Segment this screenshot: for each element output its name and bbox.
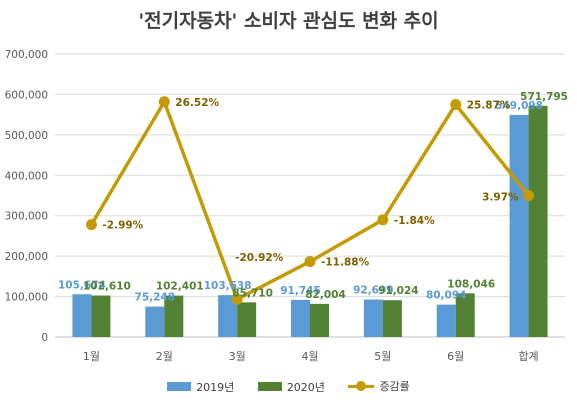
rate-point xyxy=(304,256,316,268)
bar-2020 xyxy=(164,295,184,337)
rate-data-label: 26.52% xyxy=(175,97,219,109)
legend-item-rate: 증감률 xyxy=(348,378,410,394)
chart-title: '전기자동차' 소비자 관심도 변화 추이 xyxy=(138,10,439,32)
data-label-2020: 91,024 xyxy=(378,285,419,297)
x-tick-label: 5월 xyxy=(374,350,391,363)
bar-2019 xyxy=(145,306,165,337)
bar-2020 xyxy=(91,295,111,337)
y-tick-label: 0 xyxy=(41,332,48,344)
x-tick-label: 4월 xyxy=(301,350,318,363)
data-label-2019: 549,098 xyxy=(495,100,543,112)
y-tick-label: 600,000 xyxy=(5,89,48,101)
rate-data-label: 3.97% xyxy=(482,192,519,204)
bar-2020 xyxy=(382,300,402,337)
bar-2019 xyxy=(291,299,310,337)
bar-2019 xyxy=(72,294,92,337)
rate-data-label: 25.87% xyxy=(467,99,511,111)
x-tick-label: 2월 xyxy=(156,350,173,363)
y-tick-label: 200,000 xyxy=(5,251,48,263)
legend-swatch-2020 xyxy=(257,382,282,391)
rate-point xyxy=(85,219,97,231)
legend-swatch-rate xyxy=(348,381,375,391)
rate-data-label: -2.99% xyxy=(102,220,143,232)
data-label-2019: 91,745 xyxy=(280,285,321,297)
bar-2020 xyxy=(237,302,257,337)
y-axis-ticks: 0 100,000 200,000 300,000 400,000 500,000 600,… xyxy=(5,49,48,344)
data-label-2019: 105,674 xyxy=(58,279,106,291)
data-label-2020: 108,046 xyxy=(447,278,495,290)
legend-swatch-2019 xyxy=(167,382,192,391)
y-tick-label: 500,000 xyxy=(5,130,48,142)
bar-2020 xyxy=(528,105,548,337)
data-label-2020: 82,004 xyxy=(305,289,346,301)
data-label-2020: 85,710 xyxy=(232,287,273,299)
data-label-2019: 103,638 xyxy=(204,280,252,292)
rate-point xyxy=(523,190,535,202)
legend-item-2019: 2019년 xyxy=(167,379,234,395)
y-tick-label: 300,000 xyxy=(5,211,48,223)
rate-point xyxy=(158,96,170,108)
x-tick-label: 합계 xyxy=(518,350,538,363)
data-label-2020: 102,401 xyxy=(156,281,204,293)
y-tick-label: 700,000 xyxy=(5,49,48,61)
data-label-2019: 92,699 xyxy=(353,285,394,297)
rate-data-label: -20.92% xyxy=(235,252,284,264)
bar-2019 xyxy=(218,295,238,337)
bar-2019 xyxy=(509,115,529,337)
bars xyxy=(72,105,548,337)
x-axis-ticks: 1월 2월 3월 4월 5월 6월 합계 xyxy=(83,350,539,363)
x-tick-label: 1월 xyxy=(83,350,100,363)
legend-label-2020: 2020년 xyxy=(286,380,325,394)
x-tick-label: 3월 xyxy=(229,350,246,363)
rate-line-path xyxy=(89,100,530,301)
bar-2019 xyxy=(363,299,383,337)
bar-2019 xyxy=(436,304,456,337)
legend-item-2020: 2020년 xyxy=(257,379,325,395)
data-label-2019: 80,094 xyxy=(426,290,467,302)
legend: 2019년 2020년 증감률 xyxy=(0,378,577,395)
rate-data-label: -11.88% xyxy=(321,257,370,269)
rate-point xyxy=(377,214,389,226)
rate-data-label: -1.84% xyxy=(394,215,435,227)
x-tick-label: 6월 xyxy=(447,350,464,363)
legend-label-rate: 증감률 xyxy=(379,380,410,393)
y-tick-label: 400,000 xyxy=(5,170,48,182)
data-label-2020: 102,610 xyxy=(83,281,131,293)
rate-line xyxy=(85,96,535,305)
data-label-2020: 571,795 xyxy=(520,91,568,103)
rate-point xyxy=(231,293,243,305)
data-label-2019: 75,248 xyxy=(135,292,176,304)
rate-point xyxy=(450,98,462,110)
bar-2020 xyxy=(455,293,475,337)
y-tick-label: 100,000 xyxy=(5,292,48,304)
legend-label-2019: 2019년 xyxy=(196,380,235,394)
bar-2020 xyxy=(310,303,329,337)
